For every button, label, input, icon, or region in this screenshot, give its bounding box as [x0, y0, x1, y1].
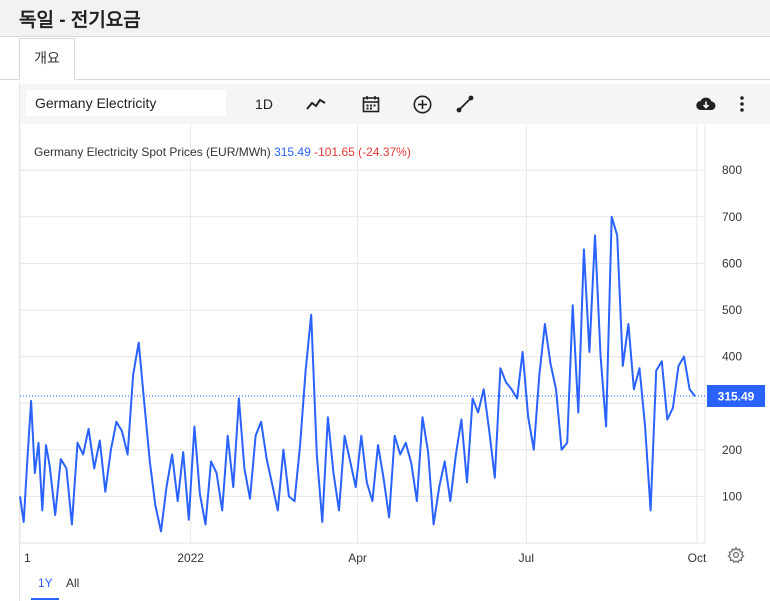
tab-overview[interactable]: 개요 — [19, 38, 75, 80]
chart-legend: Germany Electricity Spot Prices (EUR/MWh… — [34, 145, 411, 159]
x-tick-label: Jul — [519, 551, 534, 565]
chart-toolbar: 1D — [20, 84, 770, 124]
legend-last-price: 315.49 — [274, 145, 311, 159]
x-tick-label: 2022 — [177, 551, 204, 565]
y-tick-label: 200 — [722, 443, 742, 457]
page-header: 독일 - 전기요금 — [0, 0, 770, 37]
legend-series-name: Germany Electricity Spot Prices (EUR/MWh… — [34, 145, 271, 159]
range-selector: 1Y All — [20, 570, 770, 601]
series-layer — [19, 215, 696, 533]
x-axis: 1 2022 Apr Jul Oct — [24, 551, 707, 565]
y-tick-label: 800 — [722, 163, 742, 177]
y-tick-label: 400 — [722, 350, 742, 364]
y-tick-label: 700 — [722, 210, 742, 224]
download-icon[interactable] — [694, 92, 718, 116]
legend-change: -101.65 (-24.37%) — [314, 145, 411, 159]
gear-icon[interactable] — [727, 546, 745, 564]
last-value-badge — [707, 384, 765, 407]
y-tick-label: 500 — [722, 303, 742, 317]
add-indicator-icon[interactable] — [410, 92, 434, 116]
x-tick-label: 1 — [24, 551, 31, 565]
range-active-indicator — [31, 598, 59, 600]
x-tick-label: Apr — [348, 551, 367, 565]
line-chart-icon[interactable] — [304, 92, 328, 116]
tab-bar: 개요 — [0, 38, 770, 80]
x-tick-label: Oct — [688, 551, 707, 565]
range-1y-button[interactable]: 1Y — [38, 576, 53, 590]
symbol-input[interactable] — [26, 90, 226, 116]
range-all-button[interactable]: All — [66, 576, 80, 590]
last-value-marker: 315.49 — [20, 384, 765, 407]
calendar-icon[interactable] — [359, 92, 383, 116]
grid-lines — [19, 125, 706, 544]
price-series-line — [19, 215, 696, 533]
y-tick-label: 600 — [722, 256, 742, 270]
drawing-tool-icon[interactable] — [453, 92, 477, 116]
page-title: 독일 - 전기요금 — [19, 10, 141, 31]
interval-button[interactable]: 1D — [255, 96, 273, 112]
more-options-icon[interactable] — [732, 92, 752, 116]
last-value-label: 315.49 — [718, 389, 755, 403]
y-tick-label: 100 — [722, 489, 742, 503]
y-axis: 100200300400500600700800 — [722, 163, 742, 503]
